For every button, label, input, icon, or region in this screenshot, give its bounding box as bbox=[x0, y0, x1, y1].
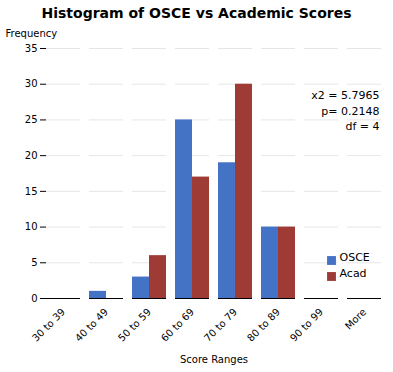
svg-text:30: 30 bbox=[25, 78, 38, 89]
html-text:Histogram of OSCE vs Academic: Histogram of OSCE vs Academic Scores bbox=[41, 5, 352, 21]
svg-text:Frequency: Frequency bbox=[6, 28, 58, 39]
svg-text:OSCE: OSCE bbox=[340, 251, 370, 264]
svg-text:80 to 89: 80 to 89 bbox=[245, 306, 282, 343]
svg-text:90 to 99: 90 to 99 bbox=[288, 306, 325, 343]
svg-text:60 to 69: 60 to 69 bbox=[159, 306, 196, 343]
svg-text:Acad: Acad bbox=[340, 267, 367, 280]
svg-text:25: 25 bbox=[25, 114, 38, 125]
svg-text:40 to 49: 40 to 49 bbox=[73, 306, 110, 343]
svg-text:35: 35 bbox=[25, 43, 38, 54]
svg-text:50 to 59: 50 to 59 bbox=[116, 306, 153, 343]
svg-text:70 to 79: 70 to 79 bbox=[202, 306, 239, 343]
svg-text:More: More bbox=[343, 306, 368, 331]
svg-text:10: 10 bbox=[25, 221, 38, 232]
svg-text:x2 = 5.7965p= 0.2148df = 4: x2 = 5.7965p= 0.2148df = 4 bbox=[311, 89, 379, 133]
svg-text:20: 20 bbox=[25, 150, 38, 161]
svg-text:Score Ranges: Score Ranges bbox=[180, 354, 248, 365]
svg-text:5: 5 bbox=[31, 257, 37, 268]
svg-text:0: 0 bbox=[31, 293, 37, 304]
svg-text:30 to 39: 30 to 39 bbox=[30, 306, 67, 343]
svg-text:15: 15 bbox=[25, 186, 38, 197]
